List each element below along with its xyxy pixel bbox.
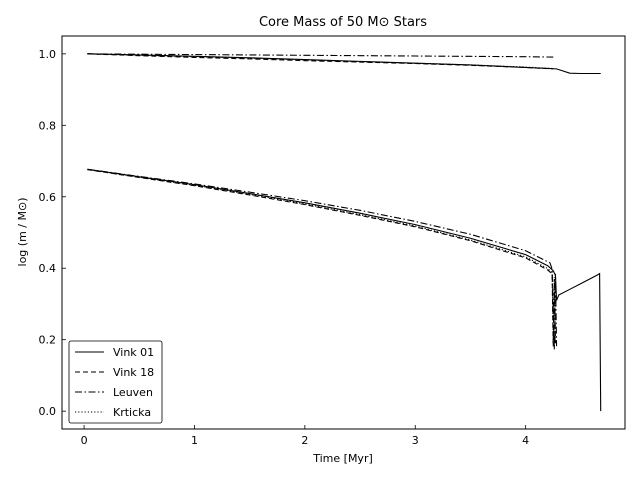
y-tick-label: 0.2 (39, 334, 57, 347)
y-tick-label: 0.8 (39, 119, 57, 132)
plot-frame (61, 35, 626, 430)
series-line-vink-18-upper (87, 53, 554, 70)
y-axis-label: log (m / M⊙) (16, 198, 29, 267)
legend-label: Leuven (113, 386, 153, 399)
series-line-vink-01-upper (87, 53, 601, 75)
series-line-vink-01-lower (87, 168, 602, 412)
legend-label: Vink 01 (113, 346, 154, 359)
y-tick-label: 0.6 (39, 191, 57, 204)
x-tick-label: 0 (81, 434, 88, 447)
y-axis-ticks: 0.0 0.2 0.4 0.6 0.8 1.0 (39, 48, 66, 418)
series-line-krticka-lower (87, 169, 556, 344)
y-tick-label: 1.0 (39, 48, 57, 61)
x-tick-label: 4 (522, 434, 529, 447)
legend-label: Vink 18 (113, 366, 154, 379)
y-tick-label: 0.4 (39, 262, 57, 275)
legend-items: Vink 01 Vink 18 Leuven Krticka (75, 346, 154, 419)
legend-box (68, 340, 163, 424)
x-axis-label: Time [Myr] (312, 452, 373, 465)
legend: Vink 01 Vink 18 Leuven Krticka (68, 340, 163, 424)
series-line-leuven-upper (87, 53, 554, 58)
x-tick-label: 3 (412, 434, 419, 447)
plot-lines (87, 53, 602, 412)
legend-label: Krticka (113, 406, 151, 419)
x-axis-ticks: 0 1 2 3 4 (81, 425, 529, 447)
chart-title: Core Mass of 50 M⊙ Stars (259, 15, 427, 30)
x-tick-label: 2 (301, 434, 308, 447)
x-tick-label: 1 (191, 434, 198, 447)
y-tick-label: 0.0 (39, 405, 57, 418)
series-line-leuven-lower (87, 168, 558, 350)
